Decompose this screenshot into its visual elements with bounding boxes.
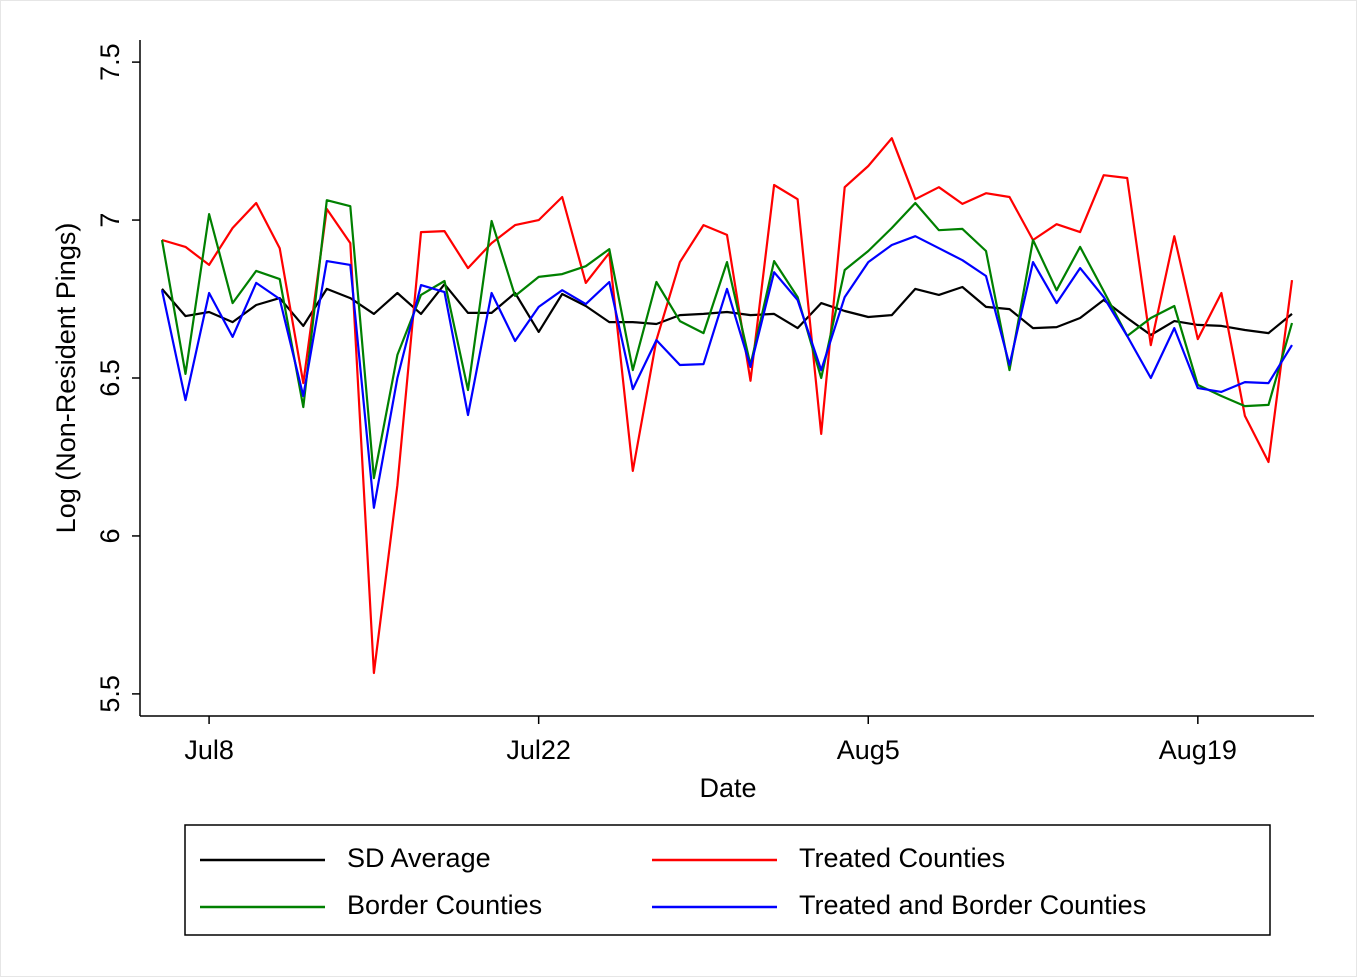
y-tick-label: 7 (95, 213, 125, 228)
legend-label: SD Average (347, 843, 491, 873)
x-axis-label: Date (699, 773, 756, 803)
series-line (160, 235, 1293, 509)
y-axis-label: Log (Non-Resident Pings) (51, 223, 81, 534)
x-tick-label: Aug19 (1159, 735, 1237, 765)
series-line (161, 137, 1294, 675)
x-tick-label: Jul22 (506, 735, 571, 765)
legend-label: Treated and Border Counties (799, 890, 1146, 920)
legend-label: Treated Counties (799, 843, 1005, 873)
x-tick-label: Jul8 (184, 735, 234, 765)
legend-label: Border Counties (347, 890, 542, 920)
y-tick-label: 5.5 (95, 675, 125, 713)
series-line (160, 199, 1294, 480)
y-tick-label: 7.5 (95, 43, 125, 81)
legend-box (184, 824, 1271, 936)
y-tick-label: 6 (95, 528, 125, 543)
x-tick-label: Aug5 (837, 735, 900, 765)
y-tick-label: 6.5 (95, 359, 125, 397)
series-line (161, 283, 1293, 337)
